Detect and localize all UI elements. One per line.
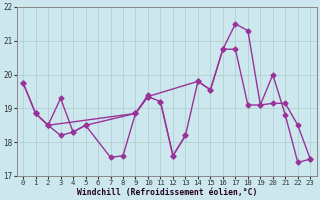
X-axis label: Windchill (Refroidissement éolien,°C): Windchill (Refroidissement éolien,°C)	[76, 188, 257, 197]
